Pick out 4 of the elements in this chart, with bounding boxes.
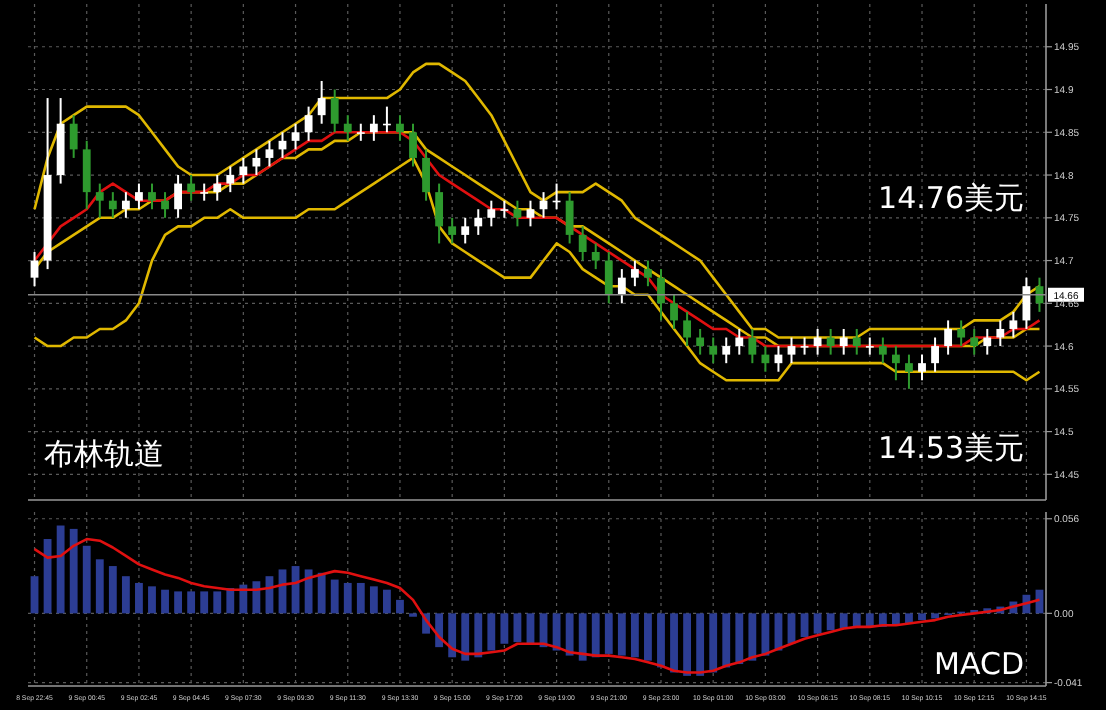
annotation: MACD (934, 646, 1024, 682)
annotation: 布林轨道 (44, 436, 164, 472)
annotation: 14.53美元 (878, 430, 1024, 466)
annotation: 14.76美元 (878, 180, 1024, 216)
